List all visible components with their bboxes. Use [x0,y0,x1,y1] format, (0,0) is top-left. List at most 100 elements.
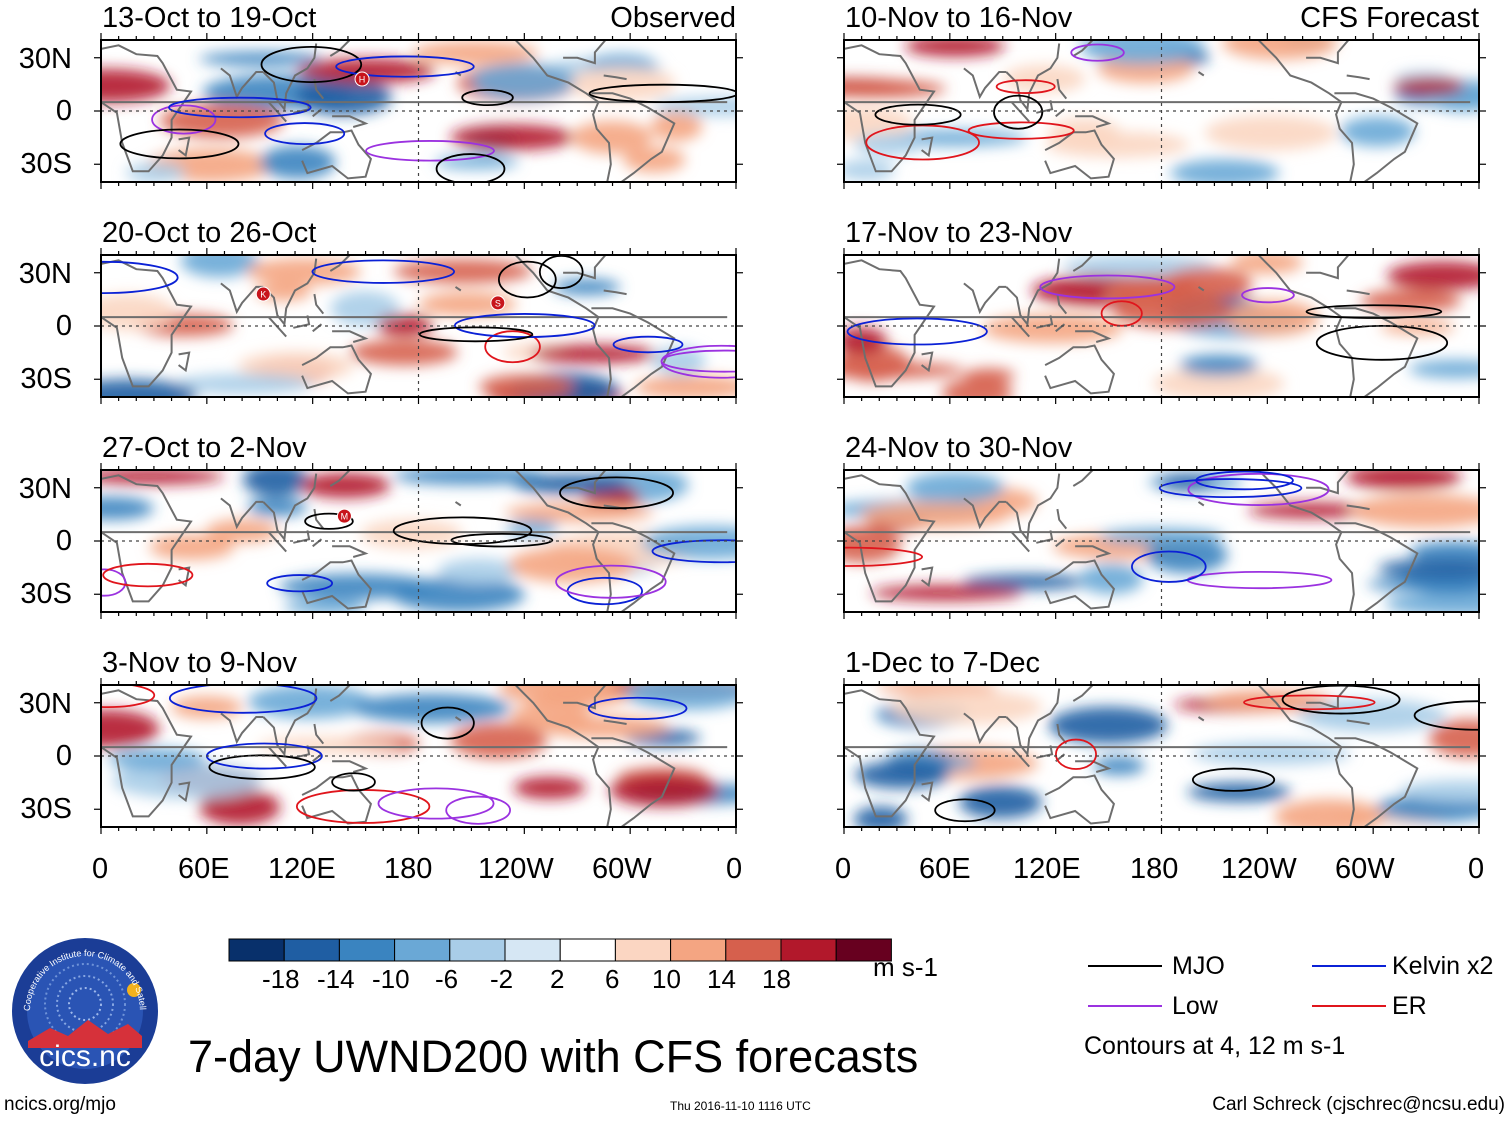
coastline [301,559,373,610]
coastline [1257,40,1355,182]
anomaly-blob [101,470,225,485]
main-title: 7-day UWND200 with CFS forecasts [188,1031,919,1082]
coastline [1010,531,1030,553]
coastline [1044,344,1116,395]
coastline [514,40,612,182]
anomaly-blob [247,497,308,517]
lat-label: 0 [55,740,72,772]
contour-line [264,122,346,145]
anomaly-blob [1222,40,1338,60]
coastline [312,538,323,548]
coastline [220,712,264,745]
anomaly-blob [1274,799,1384,827]
colorbar-swatch [835,938,892,962]
anomaly-blob [199,789,281,826]
storm-marker [336,508,352,524]
anomaly-blob [844,106,914,141]
anomaly-blob [959,786,1042,819]
coastline [1072,255,1094,272]
contour-line [331,772,376,792]
lon-label: 120E [1013,853,1081,885]
anomaly-blob [1377,558,1479,580]
lat-label: 0 [55,95,72,127]
anomaly-blob [206,519,279,543]
website-link[interactable]: ncics.org/mjo [4,1094,116,1115]
lat-label: 0 [55,310,72,342]
anomaly-blob [844,79,947,98]
anomaly-blob [566,66,676,101]
anomaly-blob [1145,537,1228,574]
coastline [1334,737,1419,827]
lon-label: 180 [1130,853,1179,885]
panel-title-5: 10-Nov to 16-Nov [845,2,1073,34]
coastline [101,474,728,603]
anomaly-blob [180,255,259,278]
panel-title-7: 24-Nov to 30-Nov [845,432,1073,464]
coastline [920,781,934,803]
legend-label-low: Low [1172,992,1218,1020]
coastline [591,737,676,827]
anomaly-blob [259,145,336,179]
contour-line [260,45,363,84]
coastline [603,719,627,725]
anomaly-blob [650,111,703,142]
coastline [454,501,462,507]
panel-title-6: 17-Nov to 23-Nov [845,217,1073,249]
contour-line [934,798,996,823]
lat-label: 30N [18,258,72,290]
anomaly-blob [283,598,367,612]
coastline [1334,307,1419,397]
coastline [1010,316,1030,338]
anomaly-blob [101,379,198,397]
colorbar [228,938,892,962]
coastline [1257,685,1355,827]
contour-line [445,795,511,825]
lat-label: 30S [20,578,72,610]
coastline [1072,685,1094,702]
coastline [267,746,287,768]
contour-line [450,532,554,548]
colorbar-swatch [283,938,340,962]
contour-line [1315,324,1449,361]
anomaly-blob [470,62,575,100]
storm-label: M [341,512,349,522]
lon-label: 180 [384,853,433,885]
cics-logo: Cooperative Institute for Climate and Sa… [10,936,158,1084]
anomaly-blob [982,314,1124,344]
coastline [313,293,325,315]
coastline [1005,473,1061,542]
anomaly-blob [1153,367,1285,397]
author-credit: Carl Schreck (cjschrec@ncsu.edu) [1212,1094,1505,1115]
coastline [262,43,318,112]
coastline [220,67,264,100]
coastline [267,316,287,338]
coastline [1346,504,1370,511]
coastline [514,470,612,612]
anomaly-blob [513,776,587,800]
coastline [563,685,607,710]
logo-text: cics.nc [39,1040,131,1073]
coastline [262,258,318,327]
panel-title-8: 1-Dec to 7-Dec [845,647,1041,679]
anomaly-blob [905,471,1005,504]
anomaly-blob [199,51,323,66]
anomaly-blob [295,78,392,116]
anomaly-blob [101,68,171,103]
contour-line [266,574,334,593]
colorbar-label: 6 [605,964,620,994]
contour-line [844,546,923,567]
coastline [267,531,287,553]
colorbar-swatch [338,938,396,962]
lon-label: 0 [835,853,852,885]
anomaly-blob [1392,77,1465,96]
coastline [1197,71,1205,77]
anomaly-blob [125,162,186,182]
anomaly-blob [1002,64,1086,93]
lat-label: 0 [55,525,72,557]
anomaly-blob [101,496,154,520]
contour-line [1131,550,1207,583]
coastline [332,115,369,128]
coastline [301,774,373,825]
coastline [1306,470,1350,495]
